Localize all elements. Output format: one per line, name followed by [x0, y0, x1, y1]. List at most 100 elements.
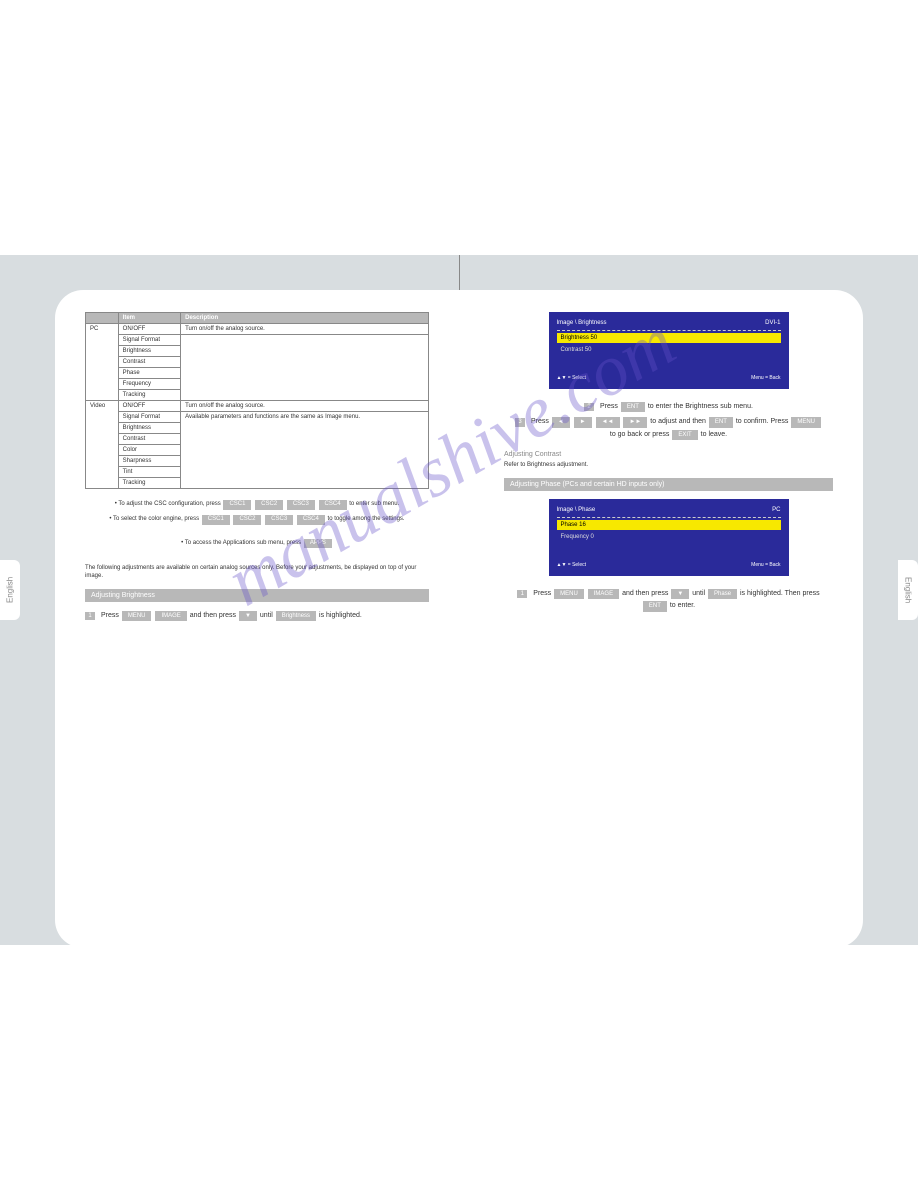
btn-menu3: MENU [554, 589, 584, 599]
btn-apps: APPS [304, 539, 332, 549]
btn-ent2: ENT [709, 417, 733, 427]
s1d: is highlighted. [319, 612, 362, 619]
btn-r: ► [574, 417, 592, 427]
m1-row: Contrast 50 [557, 345, 781, 355]
cell: Tint [118, 467, 180, 478]
btn-menu2: MENU [791, 417, 821, 427]
btn-csc4: CSC4 [319, 500, 347, 510]
s2a: Press [600, 403, 618, 410]
side-tab-left: English [0, 560, 20, 620]
s1b: and then press [190, 612, 236, 619]
cell: Tracking [118, 390, 180, 401]
s2b: to enter the Brightness sub menu. [648, 403, 753, 410]
m2-highlight: Phase 16 [557, 520, 781, 530]
adjusting-brightness-hdr: Adjusting Brightness [85, 589, 429, 602]
step-num-1b: 1 [517, 590, 527, 598]
csc1-label: • To adjust the CSC configuration, press [115, 501, 221, 507]
m1-fl: ▲▼ = Select [557, 375, 587, 381]
cell: Frequency [118, 379, 180, 390]
btn-csc1b: CSC1 [202, 515, 230, 525]
phase-hdr: Adjusting Phase (PCs and certain HD inpu… [504, 478, 833, 491]
m2-title-l: Image \ Phase [557, 507, 596, 513]
btn-ent: ENT [621, 402, 645, 412]
s1ba: Press [533, 590, 551, 597]
s1bb: and then press [622, 590, 668, 597]
btn-csc2b: CSC2 [233, 515, 261, 525]
step-num-3: 3 [515, 418, 525, 426]
cell: Sharpness [118, 456, 180, 467]
step-num-2: 2 [584, 403, 594, 411]
btn-csc2: CSC2 [255, 500, 283, 510]
cat-pc: PC [86, 324, 119, 401]
m1-highlight: Brightness 50 [557, 333, 781, 343]
side-tab-right: English [898, 560, 918, 620]
s3c: to confirm. Press [736, 418, 789, 425]
btn-csc3: CSC3 [287, 500, 315, 510]
btn-l: ◄ [552, 417, 570, 427]
cell: Turn on/off the analog source. [181, 324, 429, 335]
cell: Contrast [118, 357, 180, 368]
step-num-1: 1 [85, 612, 95, 620]
cell: Signal Format [118, 335, 180, 346]
cell: Color [118, 445, 180, 456]
csc2-label: • To select the color engine, press [109, 516, 199, 522]
highlight-phase: Phase [708, 589, 737, 599]
note-text: The following adjustments are available … [85, 565, 429, 581]
cell [181, 335, 429, 401]
s1be: to enter. [670, 602, 695, 609]
cell: Signal Format [118, 412, 180, 423]
s3e: to leave. [701, 431, 727, 438]
s1c: until [260, 612, 273, 619]
cell: Phase [118, 368, 180, 379]
spec-table: Item Description PC ON/OFF Turn on/off t… [85, 312, 429, 489]
btn-csc3b: CSC3 [265, 515, 293, 525]
th-cat [86, 313, 119, 324]
right-page: Image \ Brightness DVI-1 Brightness 50 C… [459, 290, 863, 948]
adjusting-contrast: Adjusting Contrast [504, 451, 833, 458]
m2-row: Frequency 0 [557, 532, 781, 542]
left-page: Item Description PC ON/OFF Turn on/off t… [55, 290, 459, 948]
apps-label: • To access the Applications sub menu, p… [181, 540, 301, 546]
step-1: 1 Press MENU IMAGE and then press ▼ unti… [85, 610, 429, 622]
cell: Available parameters and functions are t… [181, 412, 429, 489]
s1bd: is highlighted. Then press [740, 590, 820, 597]
btn-down: ▼ [239, 611, 257, 621]
m1-title-r: DVI-1 [765, 320, 780, 326]
btn-rr: ►► [623, 417, 647, 427]
btn-ll: ◄◄ [596, 417, 620, 427]
cell: Turn on/off the analog source. [181, 401, 429, 412]
page-container: Item Description PC ON/OFF Turn on/off t… [55, 290, 863, 948]
m2-title-r: PC [772, 507, 780, 513]
csc1-tail: to enter sub menu. [349, 501, 399, 507]
csc-line1: • To adjust the CSC configuration, press… [85, 499, 429, 511]
s1a: Press [101, 612, 119, 619]
contrast-note: Refer to Brightness adjustment. [504, 462, 833, 470]
th-desc: Description [181, 313, 429, 324]
btn-exit: EXIT [672, 430, 697, 440]
btn-csc1: CSC1 [223, 500, 251, 510]
step-1b: 1 Press MENU IMAGE and then press ▼ unti… [504, 588, 833, 613]
m1-fr: Menu = Back [751, 375, 780, 381]
cell: ON/OFF [118, 401, 180, 412]
cell: ON/OFF [118, 324, 180, 335]
m2-fl: ▲▼ = Select [557, 562, 587, 568]
cat-video: Video [86, 401, 119, 489]
csc2-tail: to toggle among the settings. [328, 516, 405, 522]
btn-csc4b: CSC4 [297, 515, 325, 525]
cell: Tracking [118, 478, 180, 489]
s3d: to go back or press [610, 431, 670, 438]
btn-image: IMAGE [155, 611, 186, 621]
s3a: Press [531, 418, 549, 425]
th-item: Item [118, 313, 180, 324]
s1bc: until [692, 590, 705, 597]
apps-line: • To access the Applications sub menu, p… [85, 538, 429, 550]
cell: Brightness [118, 423, 180, 434]
menu-panel-phase: Image \ Phase PC Phase 16 Frequency 0 ▲▼… [549, 499, 789, 576]
cell: Contrast [118, 434, 180, 445]
btn-menu: MENU [122, 611, 152, 621]
m1-title-l: Image \ Brightness [557, 320, 607, 326]
btn-ent3: ENT [643, 601, 667, 611]
btn-image2: IMAGE [588, 589, 619, 599]
highlight-brightness: Brightness [276, 611, 316, 621]
csc-line2: • To select the color engine, press CSC1… [85, 514, 429, 526]
